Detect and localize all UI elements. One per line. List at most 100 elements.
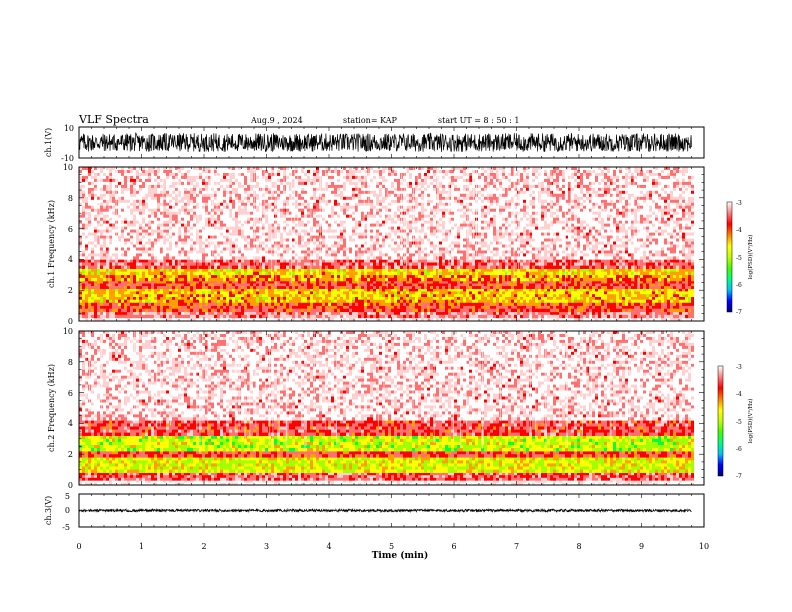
spectrogram-cell bbox=[97, 297, 100, 300]
spectrogram-cell bbox=[196, 297, 199, 300]
spectrogram-cell bbox=[469, 289, 472, 292]
spectrogram-cell bbox=[670, 281, 673, 284]
spectrogram-cell bbox=[97, 291, 100, 294]
spectrogram-cell bbox=[574, 312, 577, 315]
spectrogram-cell bbox=[475, 281, 478, 284]
spectrogram-cell bbox=[643, 315, 646, 318]
spectrogram-cell bbox=[670, 297, 673, 300]
spectrogram-cell bbox=[118, 281, 121, 284]
spectrogram-cell bbox=[304, 303, 307, 306]
spectrogram-cell bbox=[388, 297, 391, 300]
spectrogram-cell bbox=[580, 303, 583, 306]
spectrogram-cell bbox=[307, 291, 310, 294]
spectrogram-cell bbox=[499, 294, 502, 297]
spectrogram-cell bbox=[118, 284, 121, 287]
spectrogram-cell bbox=[154, 284, 157, 287]
spectrogram-cell bbox=[457, 281, 460, 284]
spectrogram-cell bbox=[121, 289, 124, 292]
spectrogram-cell bbox=[625, 315, 628, 318]
spectrogram-cell bbox=[208, 300, 211, 303]
spectrogram-cell bbox=[232, 294, 235, 297]
spectrogram-cell bbox=[133, 297, 136, 300]
spectrogram-cell bbox=[439, 291, 442, 294]
spectrogram-cell bbox=[247, 297, 250, 300]
spectrogram-cell bbox=[373, 309, 376, 312]
spectrogram-cell bbox=[208, 315, 211, 318]
spectrogram-cell bbox=[637, 300, 640, 303]
spectrogram-cell bbox=[670, 303, 673, 306]
spectrogram-cell bbox=[208, 291, 211, 294]
spectrogram-cell bbox=[253, 289, 256, 292]
spectrogram-cell bbox=[142, 306, 145, 309]
spectrogram-cell bbox=[136, 315, 139, 318]
spectrogram-cell bbox=[478, 289, 481, 292]
spectrogram-cell bbox=[217, 300, 220, 303]
spectrogram-cell bbox=[310, 297, 313, 300]
spectrogram-cell bbox=[283, 297, 286, 300]
spectrogram-cell bbox=[331, 297, 334, 300]
spectrogram-cell bbox=[664, 300, 667, 303]
spectrogram-cell bbox=[187, 315, 190, 318]
spectrogram-cell bbox=[427, 312, 430, 315]
spectrogram-cell bbox=[274, 291, 277, 294]
spectrogram-cell bbox=[499, 281, 502, 284]
spectrogram-cell bbox=[139, 284, 142, 287]
spectrogram-cell bbox=[409, 306, 412, 309]
spectrogram-cell bbox=[166, 303, 169, 306]
spectrogram-cell bbox=[313, 312, 316, 315]
spectrogram-cell bbox=[592, 312, 595, 315]
spectrogram-cell bbox=[136, 294, 139, 297]
spectrogram-cell bbox=[397, 281, 400, 284]
spectrogram-cell bbox=[196, 303, 199, 306]
spectrogram-cell bbox=[172, 281, 175, 284]
spectrogram-cell bbox=[421, 291, 424, 294]
spectrogram-cell bbox=[598, 291, 601, 294]
spectrogram-cell bbox=[634, 315, 637, 318]
spectrogram-cell bbox=[376, 309, 379, 312]
spectrogram-cell bbox=[457, 289, 460, 292]
spectrogram-cell bbox=[244, 300, 247, 303]
spectrogram-cell bbox=[403, 300, 406, 303]
spectrogram-cell bbox=[550, 309, 553, 312]
spectrogram-cell bbox=[682, 289, 685, 292]
spectrogram-cell bbox=[613, 309, 616, 312]
spectrogram-cell bbox=[223, 291, 226, 294]
spectrogram-cell bbox=[607, 281, 610, 284]
ch1-ytick-bottom: -10 bbox=[61, 154, 74, 163]
spectrogram-cell bbox=[670, 300, 673, 303]
spectrogram-cell bbox=[406, 294, 409, 297]
spectrogram-cell bbox=[652, 306, 655, 309]
spectrogram-cell bbox=[298, 289, 301, 292]
spectrogram-cell bbox=[616, 291, 619, 294]
spectrogram-cell bbox=[568, 315, 571, 318]
spectrogram-cell bbox=[589, 281, 592, 284]
spectrogram-cell bbox=[421, 309, 424, 312]
spectrogram-cell bbox=[223, 309, 226, 312]
spectrogram-cell bbox=[592, 315, 595, 318]
spectrogram-cell bbox=[223, 281, 226, 284]
spectrogram-cell bbox=[313, 306, 316, 309]
spectrogram-cell bbox=[202, 291, 205, 294]
spectrogram-cell bbox=[190, 306, 193, 309]
spectrogram-cell bbox=[541, 294, 544, 297]
spectrogram-cell bbox=[523, 281, 526, 284]
spectrogram-cell bbox=[319, 291, 322, 294]
spectrogram-cell bbox=[106, 291, 109, 294]
spectrogram-cell bbox=[319, 289, 322, 292]
spectrogram-cell bbox=[217, 309, 220, 312]
start-time-label: start UT = 8 : 50 : 1 bbox=[438, 116, 519, 125]
spectrogram-cell bbox=[571, 312, 574, 315]
spectrogram-cell bbox=[676, 312, 679, 315]
spectrogram-cell bbox=[676, 315, 679, 318]
spectrogram-cell bbox=[604, 312, 607, 315]
spectrogram-cell bbox=[547, 312, 550, 315]
spectrogram-cell bbox=[97, 300, 100, 303]
spectrogram-cell bbox=[514, 306, 517, 309]
spectrogram-cell bbox=[622, 289, 625, 292]
spectrogram-cell bbox=[610, 315, 613, 318]
spectrogram-cell bbox=[304, 309, 307, 312]
spectrogram-cell bbox=[274, 306, 277, 309]
spectrogram-cell bbox=[568, 309, 571, 312]
spectrogram-cell bbox=[286, 289, 289, 292]
spectrogram-cell bbox=[406, 315, 409, 318]
